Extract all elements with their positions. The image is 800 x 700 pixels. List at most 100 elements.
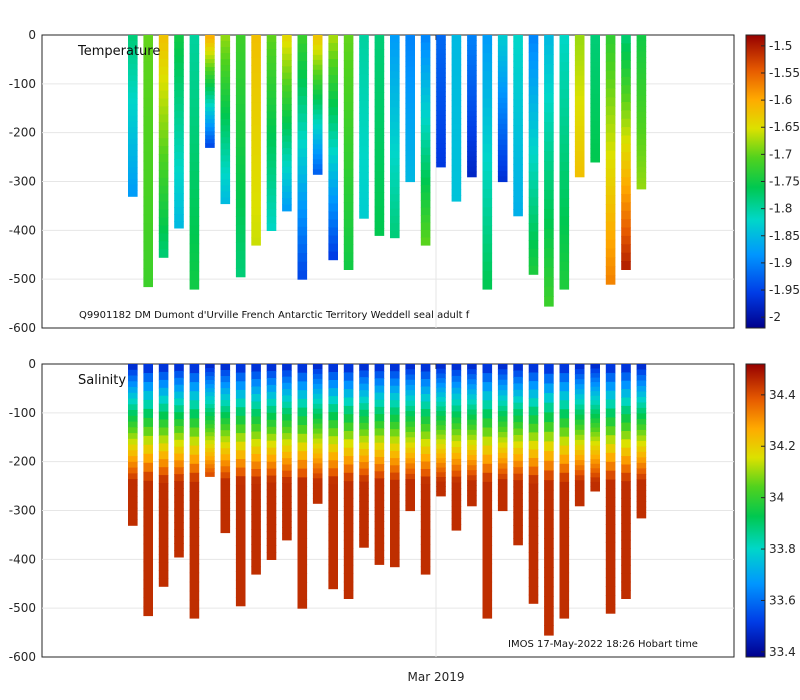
salinity-cell — [312, 393, 323, 400]
salinity-cell — [251, 401, 261, 410]
salinity-cell — [405, 426, 415, 433]
salinity-cell — [513, 467, 523, 475]
salinity-cell — [436, 429, 446, 436]
salinity-cell — [621, 506, 631, 516]
salinity-cell — [497, 405, 508, 412]
salinity-cell — [205, 396, 215, 401]
temperature-cell — [636, 84, 647, 91]
temperature-cell — [482, 98, 493, 109]
salinity-cell — [297, 573, 308, 583]
salinity-profile — [528, 364, 539, 604]
salinity-cell — [158, 546, 169, 555]
salinity-cell — [235, 510, 246, 520]
temperature-cell — [251, 95, 261, 104]
temperature-cell — [482, 162, 493, 172]
salinity-cell — [374, 421, 385, 429]
temperature-cell — [220, 89, 231, 96]
salinity-cell — [328, 420, 338, 429]
salinity-cell — [235, 553, 246, 564]
temperature-cell — [621, 168, 631, 178]
salinity-cell — [251, 409, 261, 418]
salinity-cell — [205, 388, 215, 393]
temperature-cell — [235, 181, 246, 191]
temperature-cell — [235, 43, 246, 53]
salinity-y-tick-label: -200 — [9, 455, 36, 469]
salinity-cell — [312, 373, 323, 380]
temperature-cell — [282, 97, 292, 105]
salinity-cell — [220, 394, 231, 401]
temperature-cell — [328, 67, 338, 76]
temperature-cell — [590, 139, 600, 145]
temperature-cell — [220, 161, 231, 168]
salinity-cell — [420, 536, 431, 545]
temperature-cell — [528, 35, 539, 45]
salinity-cell — [266, 454, 277, 463]
temperature-cell — [128, 40, 138, 48]
salinity-cell — [559, 545, 570, 556]
temperature-cell — [312, 114, 323, 121]
salinity-cell — [128, 433, 138, 440]
salinity-cell — [513, 389, 523, 397]
salinity-cell — [467, 444, 477, 451]
salinity-cell — [189, 454, 200, 465]
salinity-cell — [451, 441, 462, 448]
salinity-cell — [528, 432, 539, 442]
temperature-cell — [590, 66, 600, 72]
temperature-cell — [436, 91, 446, 97]
salinity-cell — [528, 449, 539, 459]
salinity-cell — [158, 387, 169, 397]
temperature-cell — [590, 93, 600, 99]
temperature-cell — [158, 233, 169, 242]
salinity-cell — [420, 416, 431, 425]
salinity-cell — [266, 468, 277, 477]
temperature-cell — [513, 164, 523, 172]
salinity-cell — [528, 372, 539, 382]
salinity-cell — [390, 385, 400, 394]
temperature-cell — [359, 172, 369, 180]
temperature-cell — [328, 211, 338, 221]
temperature-cell — [143, 205, 153, 216]
temperature-cell — [605, 257, 616, 267]
salinity-cell — [420, 401, 431, 410]
salinity-cell — [251, 439, 261, 448]
temperature-profile — [621, 35, 631, 270]
salinity-cell — [621, 405, 631, 415]
temperature-cell — [128, 155, 138, 163]
salinity-cell — [497, 411, 508, 417]
salinity-cell — [590, 395, 600, 401]
temperature-profile — [266, 35, 277, 231]
salinity-y-tick-label: -600 — [9, 650, 36, 664]
temperature-cell — [374, 149, 385, 158]
temperature-cell — [174, 207, 184, 215]
temperature-cell — [390, 92, 400, 101]
salinity-cell — [312, 364, 323, 370]
temperature-cell — [390, 107, 400, 116]
salinity-cell — [205, 420, 215, 425]
temperature-cell — [467, 126, 477, 132]
salinity-cell — [420, 491, 431, 500]
temperature-cell — [205, 103, 215, 108]
salinity-cell — [235, 389, 246, 400]
salinity-cell — [482, 463, 493, 474]
temperature-cell — [605, 159, 616, 169]
salinity-cell — [359, 377, 369, 385]
temperature-cell — [297, 87, 308, 97]
salinity-cell — [436, 444, 446, 450]
temperature-cell — [636, 68, 647, 75]
temperature-cell — [343, 227, 354, 237]
salinity-cell — [544, 547, 554, 559]
temperature-cell — [451, 46, 462, 54]
salinity-cell — [513, 486, 523, 494]
temperature-cell — [544, 238, 554, 249]
salinity-cell — [559, 472, 570, 483]
salinity-cell — [544, 470, 554, 481]
temperature-cell — [312, 109, 323, 116]
temperature-cell — [297, 165, 308, 176]
salinity-cell — [312, 473, 323, 479]
salinity-cell — [544, 606, 554, 617]
temperature-cell — [343, 194, 354, 204]
salinity-cell — [467, 404, 477, 411]
salinity-cell — [636, 462, 647, 469]
temperature-cell — [544, 286, 554, 297]
temperature-cell — [174, 145, 184, 153]
